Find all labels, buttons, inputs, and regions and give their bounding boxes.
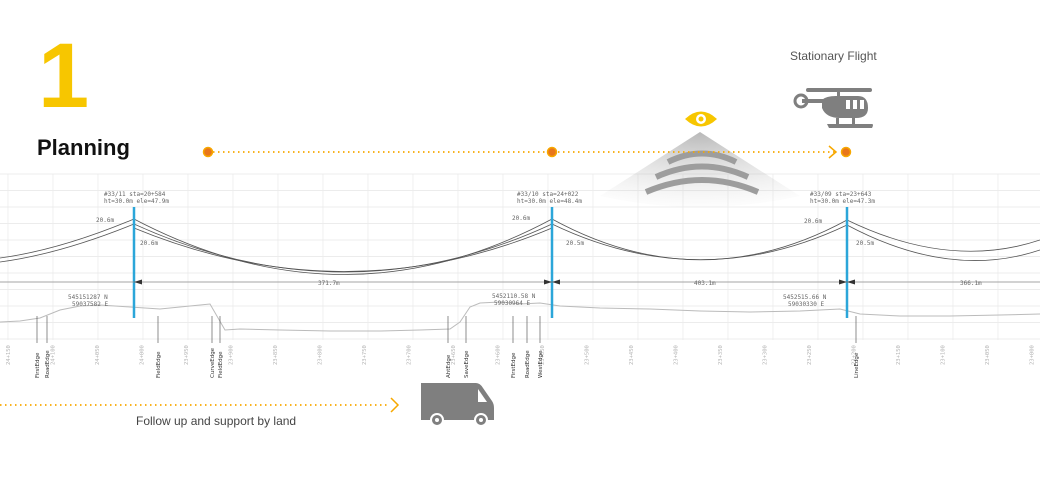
flight-node-3	[840, 146, 852, 158]
span-dimensions: 371.7m 403.1m 366.1m	[0, 279, 1040, 287]
land-support-label: Follow up and support by land	[136, 414, 297, 428]
station-label: 23+400	[674, 345, 680, 365]
tower-2-info-2: ht=30.0m ele=48.4m	[517, 198, 582, 205]
tower-2-top-label: 20.6m	[512, 215, 530, 222]
tower-3-info-1: #33/09 sta=23+643	[810, 191, 872, 198]
station-label: 23+200	[852, 345, 858, 365]
van-icon	[421, 383, 494, 427]
station-label: 23+600	[496, 345, 502, 365]
station-label: 23+950	[184, 345, 190, 365]
eye-icon	[685, 111, 717, 127]
station-label: 23+450	[629, 345, 635, 365]
station-label: 23+150	[896, 345, 902, 365]
station-label: 23+050	[985, 345, 991, 365]
station-label: 24+000	[140, 345, 146, 365]
flight-node-2	[546, 146, 558, 158]
station-label: 23+500	[585, 345, 591, 365]
station-label: 23+700	[407, 345, 413, 365]
tower-2-coord-2: 59030964 E	[494, 300, 531, 307]
ground-profile-line	[0, 301, 1040, 332]
feature-label: SaveEdge	[464, 350, 470, 378]
tower-2-info-1: #33/10 sta=24+022	[517, 191, 579, 198]
station-label: 23+800	[318, 345, 324, 365]
station-label: 23+250	[807, 345, 813, 365]
conductor-wires	[0, 218, 1040, 275]
station-label: 23+900	[229, 345, 235, 365]
feature-label: AhtEdge	[446, 354, 452, 378]
station-label: 23+850	[273, 345, 279, 365]
span-2-length: 403.1m	[694, 280, 716, 287]
transmission-towers	[132, 207, 849, 318]
station-label: 23+550	[540, 345, 546, 365]
flight-path	[202, 145, 852, 159]
tower-3-top-label: 20.6m	[804, 218, 822, 225]
feature-label: FirstEdge	[35, 352, 41, 378]
station-label: 24+100	[51, 345, 57, 365]
station-label: 23+100	[941, 345, 947, 365]
tower-2-coord-1: 5452110.58 N	[492, 293, 536, 300]
feature-markers: FirstEdge RoadEdge FieldEdge CurveEdge Field…	[35, 316, 860, 378]
tower-2-height: 20.5m	[566, 240, 584, 247]
station-label: 23+300	[763, 345, 769, 365]
tower-3-info-2: ht=30.0m ele=47.3m	[810, 198, 875, 205]
station-label: 23+650	[451, 345, 457, 365]
helicopter-icon	[793, 88, 873, 128]
feature-label: CurveEdge	[210, 347, 216, 378]
tower-1-coord-2: 59037582 E	[72, 301, 109, 308]
flight-node-1	[202, 146, 214, 158]
feature-label: LineEdge	[854, 352, 860, 378]
step-title: Planning	[37, 135, 130, 160]
tower-3-height: 20.5m	[856, 240, 874, 247]
station-label: 24+150	[6, 345, 12, 365]
station-label: 23+000	[1030, 345, 1036, 365]
step-number: 1	[38, 25, 90, 127]
tower-3-coord-2: 59030330 E	[788, 301, 825, 308]
feature-label: FieldEdge	[218, 351, 224, 378]
span-3-length: 366.1m	[960, 280, 982, 287]
station-axis: 24+150 24+100 24+050 24+000 23+950 23+900 23+8…	[6, 345, 1036, 365]
feature-label: RoadEdge	[525, 350, 531, 378]
sensor-cone	[600, 132, 800, 207]
tower-1-info-1: #33/11 sta=20+584	[104, 191, 166, 198]
tower-1-top-label: 20.6m	[96, 217, 114, 224]
station-label: 23+750	[362, 345, 368, 365]
tower-1-height: 20.6m	[140, 240, 158, 247]
feature-label: FirstEdge	[511, 352, 517, 378]
feature-label: WestEdge	[538, 350, 544, 378]
stationary-flight-label: Stationary Flight	[790, 49, 877, 63]
land-path	[0, 397, 400, 413]
span-1-length: 371.7m	[318, 280, 340, 287]
station-label: 23+350	[718, 345, 724, 365]
tower-3-coord-1: 5452515.66 N	[783, 294, 827, 301]
station-label: 24+050	[95, 345, 101, 365]
tower-1-info-2: ht=30.0m ele=47.9m	[104, 198, 169, 205]
feature-label: FieldEdge	[156, 351, 162, 378]
tower-1-coord-1: 545151287 N	[68, 294, 108, 301]
feature-label: RoadEdge	[45, 350, 51, 378]
